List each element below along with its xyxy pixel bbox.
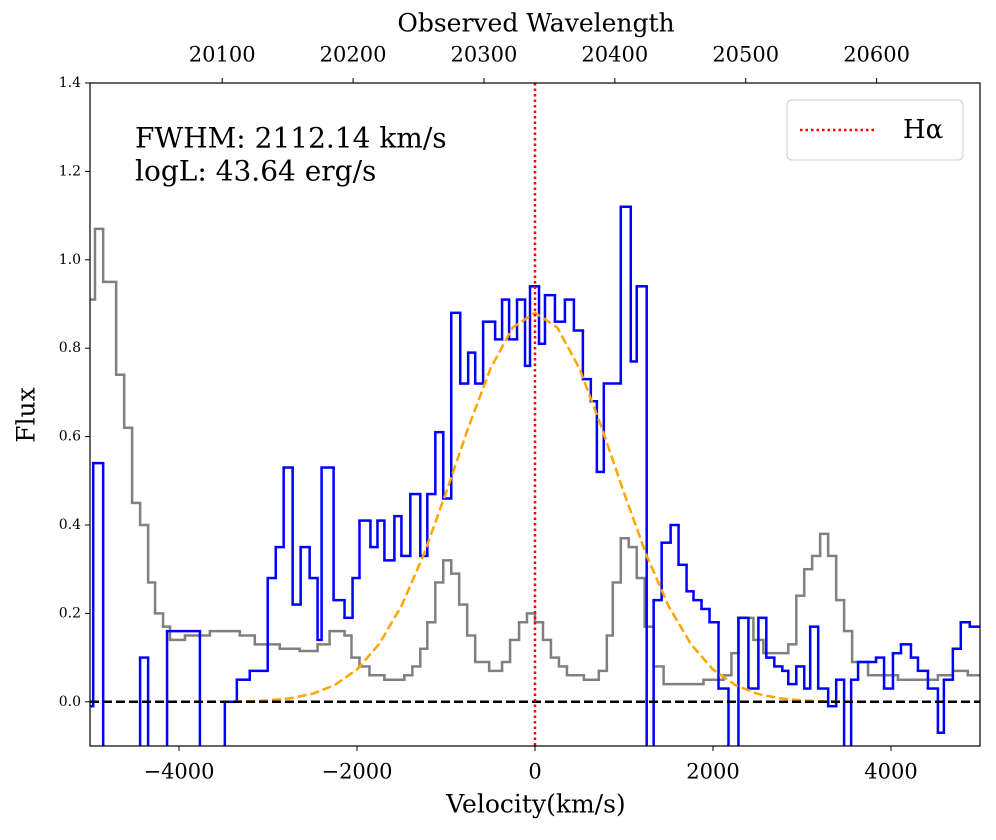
legend-label: Hα — [903, 115, 943, 145]
top-tick-label: 20400 — [581, 43, 648, 67]
x-tick-label: −2000 — [321, 760, 392, 784]
y-tick-label: 0.0 — [59, 694, 81, 710]
y-tick-label: 1.4 — [59, 75, 81, 91]
y-tick-label: 0.8 — [59, 340, 81, 356]
y-tick-label: 1.0 — [59, 252, 81, 268]
x-tick-label: 0 — [528, 760, 541, 784]
annotation: FWHM: 2112.14 km/s — [135, 122, 447, 155]
y-tick-label: 0.6 — [59, 429, 81, 445]
y-tick-label: 0.4 — [59, 517, 81, 533]
y-tick-label: 1.2 — [59, 163, 81, 179]
x-tick-label: 2000 — [686, 760, 739, 784]
y-tick-label: 0.2 — [59, 605, 81, 621]
annotation: logL: 43.64 erg/s — [135, 155, 376, 188]
top-tick-label: 20500 — [712, 43, 779, 67]
top-tick-label: 20200 — [320, 43, 387, 67]
top-tick-label: 20300 — [451, 43, 518, 67]
x-tick-label: −4000 — [143, 760, 214, 784]
x-tick-label: 4000 — [864, 760, 917, 784]
plot-area — [90, 83, 980, 746]
y-axis-label: Flux — [12, 387, 41, 443]
legend-box — [786, 99, 964, 161]
top-tick-label: 20600 — [843, 43, 910, 67]
x-axis-label: Velocity(km/s) — [445, 790, 625, 819]
top-tick-label: 20100 — [189, 43, 256, 67]
top-axis-label: Observed Wavelength — [397, 9, 674, 38]
